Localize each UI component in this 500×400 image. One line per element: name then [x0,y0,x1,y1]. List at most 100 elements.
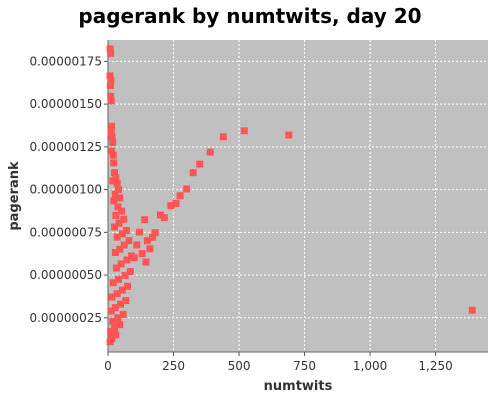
data-point [172,199,180,207]
data-point [107,128,115,136]
data-point [108,147,116,155]
x-tick-label: 750 [293,359,316,373]
chart-title: pagerank by numtwits, day 20 [78,4,422,28]
plot-area [108,40,488,352]
data-point [117,300,125,308]
data-point [123,256,131,264]
data-point [115,219,123,227]
data-point [138,250,146,258]
x-tick-label: 0 [104,359,112,373]
data-point [106,45,114,53]
x-axis-title: numtwits [264,379,333,394]
data-point [109,279,117,287]
data-point [146,245,154,253]
data-point [109,151,117,159]
data-point [109,138,117,146]
data-point [120,241,128,249]
data-point [130,254,138,262]
data-point [106,72,114,80]
data-point [176,192,184,200]
data-point [124,282,132,290]
data-point [141,216,149,224]
data-point [114,314,122,322]
data-point [107,307,115,315]
data-point [112,211,120,219]
data-point [108,293,116,301]
data-point [149,233,157,241]
y-axis-ticks: 0.00000025 0.00000050 0.00000075 0.00000100… [29,54,108,325]
data-point [113,233,121,241]
data-points [106,45,476,346]
y-tick-label: 0.00000175 [29,54,102,68]
y-tick-label: 0.00000075 [29,225,102,239]
data-point [107,327,115,335]
data-point [196,160,204,168]
data-point [468,306,476,314]
data-point [111,249,119,257]
data-point [240,127,248,135]
data-point [122,226,130,234]
data-point [114,275,122,283]
data-point [116,194,124,202]
grid-lines [107,40,488,353]
data-point [167,202,175,210]
data-point [114,203,122,211]
data-point [133,241,141,249]
data-point [135,228,143,236]
data-point [118,230,126,238]
data-point [108,132,116,140]
data-point [107,92,115,100]
data-point [219,133,227,141]
data-point [111,190,119,198]
x-tick-label: 500 [228,359,251,373]
data-point [108,122,116,130]
data-point [112,331,120,339]
data-point [118,207,126,215]
data-point [106,338,114,346]
data-point [125,237,133,245]
data-point [111,304,119,312]
data-point [121,271,129,279]
x-tick-label: 1,000 [353,359,387,373]
data-point [116,321,124,329]
data-point [206,148,214,156]
y-axis-title: pagerank [7,161,22,231]
data-point [111,223,119,231]
y-tick-label: 0.00000150 [29,97,102,111]
data-point [126,267,134,275]
data-point [109,177,117,185]
data-point [120,215,128,223]
data-point [118,286,126,294]
data-point [110,197,118,205]
data-point [113,179,121,187]
x-tick-label: 250 [162,359,185,373]
data-point [285,131,293,139]
data-point [113,290,121,298]
y-tick-label: 0.00000050 [29,268,102,282]
data-point [109,317,117,325]
data-point [111,169,119,177]
data-point [116,245,124,253]
data-point [112,264,120,272]
data-point [156,211,164,219]
data-point [106,81,114,89]
data-point [111,324,119,332]
data-point [110,159,118,167]
data-point [160,214,168,222]
data-point [183,185,191,193]
x-tick-label: 1,250 [418,359,452,373]
data-point [107,49,115,57]
data-point [119,310,127,318]
data-point [189,169,197,177]
data-point [122,297,130,305]
data-point [107,97,115,105]
y-tick-label: 0.00000125 [29,140,102,154]
data-point [107,77,115,85]
y-tick-label: 0.00000100 [29,183,102,197]
data-point [117,260,125,268]
x-axis-ticks: 0 250 500 750 1,000 1,250 [104,352,453,373]
y-tick-label: 0.00000025 [29,311,102,325]
data-point [143,237,151,245]
data-point [142,258,150,266]
